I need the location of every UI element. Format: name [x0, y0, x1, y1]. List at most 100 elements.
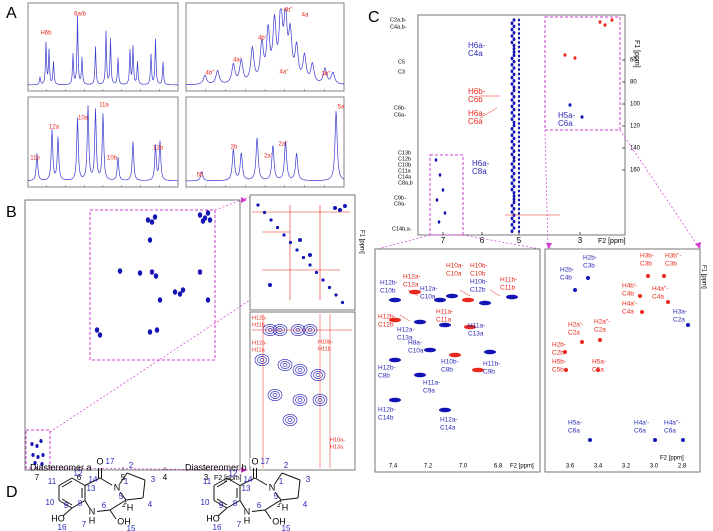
- atom-number: 8: [78, 499, 83, 508]
- peak-spot: [517, 203, 521, 206]
- bond: [71, 477, 86, 486]
- peak-spot: [510, 34, 514, 38]
- axis-label: F1 [ppm]: [358, 230, 364, 254]
- peak-spot: [510, 40, 514, 45]
- bond: [62, 507, 73, 517]
- peak-spot: [512, 18, 516, 22]
- peak-spot: [510, 181, 514, 185]
- peak-spot: [207, 217, 213, 223]
- peak-label: H6b: [40, 31, 52, 37]
- peak-spot: [149, 269, 155, 275]
- peak-spot: [517, 221, 521, 224]
- atom-bg: [208, 515, 218, 523]
- bond: [142, 479, 146, 499]
- peak-label: C4b: [560, 275, 572, 282]
- peak-spot: [517, 140, 521, 143]
- x-tick-label: 3.2: [622, 464, 631, 470]
- x-tick-label: 5: [121, 473, 126, 482]
- axis-label: C14b,a-: [392, 226, 412, 232]
- atom-number: 9: [64, 501, 69, 510]
- peak-spot: [414, 372, 426, 378]
- peak-spot: [517, 117, 521, 121]
- peak-spot: [441, 188, 445, 192]
- atom-bg: [87, 508, 97, 516]
- peak-spot: [510, 104, 514, 109]
- peak-label: C12b: [470, 287, 486, 294]
- peak-spot: [580, 340, 584, 344]
- peak-label: 3b'': [322, 72, 331, 78]
- peak-spot: [484, 349, 496, 355]
- peak-label: C2a: [568, 330, 580, 337]
- peak-spot: [41, 453, 45, 457]
- atom-label: H: [127, 502, 134, 512]
- peak-label: C11b: [500, 285, 515, 292]
- peak-label: H4a'-: [622, 301, 637, 308]
- peak-spot: [517, 90, 521, 94]
- peak-label: 6a/b: [74, 12, 86, 18]
- peak-spot: [275, 225, 280, 230]
- atom-number: 13: [242, 484, 251, 493]
- peak-label: H6b-: [468, 87, 486, 96]
- peak-spot: [510, 117, 514, 121]
- peak-spot: [40, 462, 44, 466]
- line: [459, 289, 471, 297]
- y-tick-label: 60: [630, 58, 637, 64]
- contour: [282, 363, 288, 367]
- peak-label: C2a: [594, 327, 606, 334]
- y-tick-label: 80: [630, 80, 637, 86]
- contour: [310, 369, 326, 381]
- peak-label: C10b: [470, 271, 486, 278]
- peak-label: H3b''-: [665, 253, 682, 260]
- peak-label: C3b: [665, 261, 677, 268]
- peak-spot: [389, 317, 401, 323]
- peak-spot: [517, 68, 521, 71]
- plot-frame: [89, 209, 216, 361]
- atom-number: 10: [46, 498, 55, 507]
- atom-bg: [280, 504, 290, 512]
- line: [479, 107, 498, 119]
- peak-spot: [510, 223, 514, 227]
- bond: [239, 477, 256, 486]
- panel-label: A: [6, 5, 17, 22]
- line: [489, 289, 501, 297]
- x-tick-label: 6: [480, 236, 485, 245]
- peak-label: 4b'': [206, 71, 215, 77]
- axis-label: C9b-: [394, 195, 406, 201]
- atom-number: 7: [82, 520, 87, 529]
- atom-label: N: [244, 506, 251, 516]
- bond: [61, 480, 73, 488]
- atom-bg: [242, 508, 252, 516]
- peak-spot: [517, 81, 521, 85]
- atom-bg: [95, 458, 105, 466]
- bond: [280, 497, 299, 501]
- x-tick-label: 7.4: [389, 464, 398, 470]
- peak-spot: [564, 368, 568, 372]
- line: [544, 129, 549, 250]
- peak-spot: [512, 165, 516, 169]
- atom-bg: [250, 458, 260, 466]
- peak-label: H5a-: [558, 111, 576, 120]
- peak-spot: [512, 120, 516, 125]
- x-tick-label: 3.0: [650, 464, 659, 470]
- peak-spot: [301, 255, 306, 260]
- peak-spot: [517, 95, 521, 98]
- peak-spot: [512, 66, 516, 70]
- axis-label: C13b: [398, 150, 411, 156]
- peak-spot: [517, 189, 521, 193]
- peak-spot: [512, 107, 516, 112]
- atom-number: 14: [244, 475, 253, 484]
- peak-label: C8a: [472, 167, 487, 176]
- peak-spot: [517, 185, 521, 188]
- peak-spot: [117, 268, 123, 274]
- peak-spot: [517, 54, 521, 58]
- peak-label: 10b: [107, 156, 118, 162]
- marker: [241, 197, 247, 203]
- contour: [315, 373, 321, 377]
- peak-spot: [517, 122, 521, 125]
- atom-number: 2: [284, 461, 289, 470]
- peak-spot: [512, 136, 516, 141]
- atom-bg: [119, 518, 129, 526]
- atom-label: H: [89, 515, 96, 525]
- contour: [295, 366, 305, 374]
